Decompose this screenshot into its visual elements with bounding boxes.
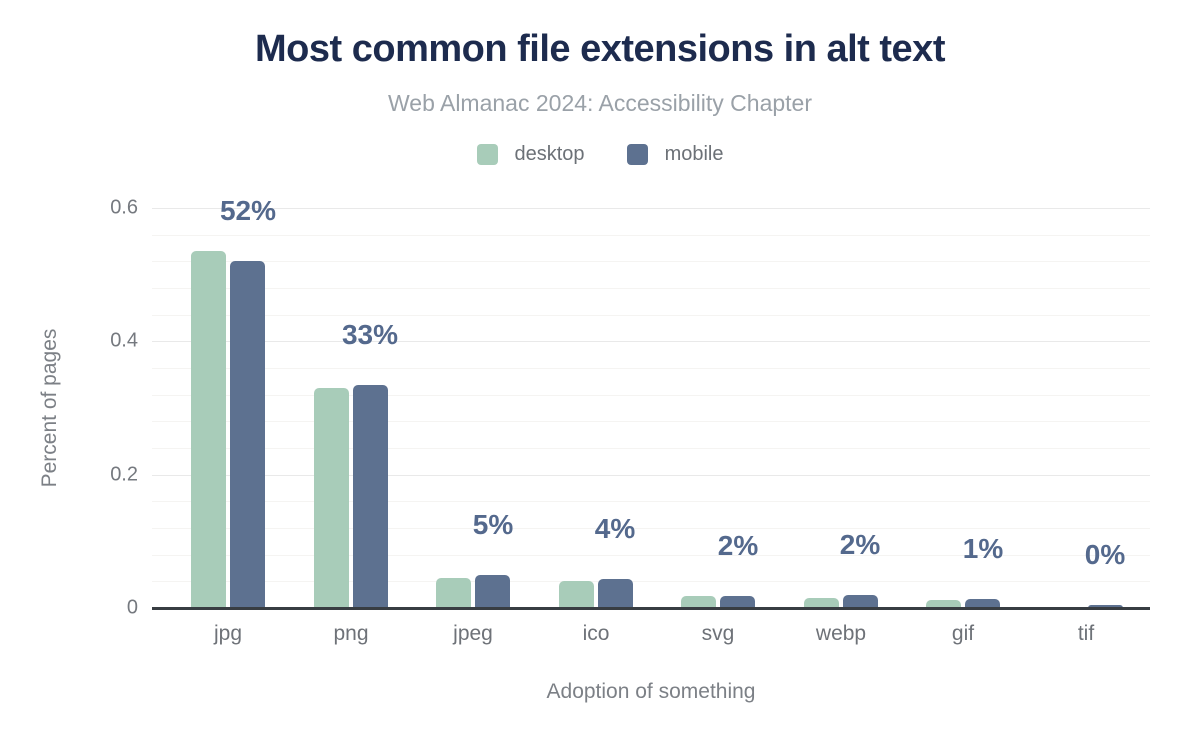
bar-desktop-jpg (191, 251, 226, 608)
bar-mobile-jpeg (475, 574, 510, 608)
x-tick-label-ico: ico (582, 622, 610, 645)
x-tick-label-tif: tif (1077, 622, 1095, 645)
minor-gridline (152, 288, 1150, 289)
y-tick-label: 0.4 (110, 329, 138, 352)
data-label-tif: 0% (1084, 539, 1126, 570)
bar-mobile-jpg (230, 261, 265, 608)
x-tick-label-gif: gif (951, 622, 975, 645)
legend-label-desktop: desktop (514, 143, 585, 165)
x-tick-label-jpg: jpg (213, 622, 243, 645)
y-tick-label: 0 (126, 596, 138, 619)
major-gridline (152, 208, 1150, 209)
bar-mobile-gif (965, 599, 1000, 608)
bar-mobile-tif (1088, 604, 1123, 608)
data-label-ico: 4% (594, 513, 636, 544)
mobile-series-swatch (626, 144, 648, 165)
minor-gridline (152, 448, 1150, 449)
bar-mobile-webp (843, 595, 878, 608)
x-axis-line (152, 607, 1150, 610)
desktop-series-swatch (476, 144, 498, 165)
minor-gridline (152, 315, 1150, 316)
y-tick-label: 0.2 (110, 463, 138, 486)
bar-desktop-png (314, 387, 349, 608)
bar-mobile-svg (720, 595, 755, 608)
minor-gridline (152, 395, 1150, 396)
bar-desktop-webp (804, 597, 839, 608)
x-tick-label-png: png (333, 622, 369, 645)
bar-mobile-ico (598, 579, 633, 608)
minor-gridline (152, 368, 1150, 369)
data-label-png: 33% (341, 319, 399, 350)
minor-gridline (152, 235, 1150, 236)
data-label-svg: 2% (717, 530, 759, 561)
minor-gridline (152, 528, 1150, 529)
y-tick-label: 0.6 (110, 196, 138, 219)
minor-gridline (152, 501, 1150, 502)
legend-item-mobile: mobile (626, 143, 724, 166)
bar-desktop-jpeg (436, 577, 471, 608)
bar-mobile-png (353, 384, 388, 608)
major-gridline (152, 475, 1150, 476)
chart-title: Most common file extensions in alt text (255, 28, 945, 70)
data-label-webp: 2% (839, 529, 881, 560)
bar-desktop-gif (926, 599, 961, 608)
data-label-jpg: 52% (219, 195, 277, 226)
minor-gridline (152, 555, 1150, 556)
bar-desktop-svg (681, 595, 716, 608)
minor-gridline (152, 421, 1150, 422)
legend-label-mobile: mobile (664, 143, 724, 165)
minor-gridline (152, 581, 1150, 582)
x-axis-title: Adoption of something (546, 680, 756, 703)
data-label-gif: 1% (962, 533, 1004, 564)
legend-item-desktop: desktop (476, 143, 585, 166)
minor-gridline (152, 261, 1150, 262)
y-axis-title: Percent of pages (38, 328, 61, 488)
legend: desktop mobile (0, 143, 1200, 166)
x-tick-label-webp: webp (815, 622, 867, 645)
data-label-jpeg: 5% (472, 509, 514, 540)
bar-desktop-ico (559, 581, 594, 608)
x-tick-label-jpeg: jpeg (453, 622, 493, 645)
chart-subtitle: Web Almanac 2024: Accessibility Chapter (387, 90, 813, 116)
x-tick-label-svg: svg (701, 622, 735, 645)
major-gridline (152, 341, 1150, 342)
